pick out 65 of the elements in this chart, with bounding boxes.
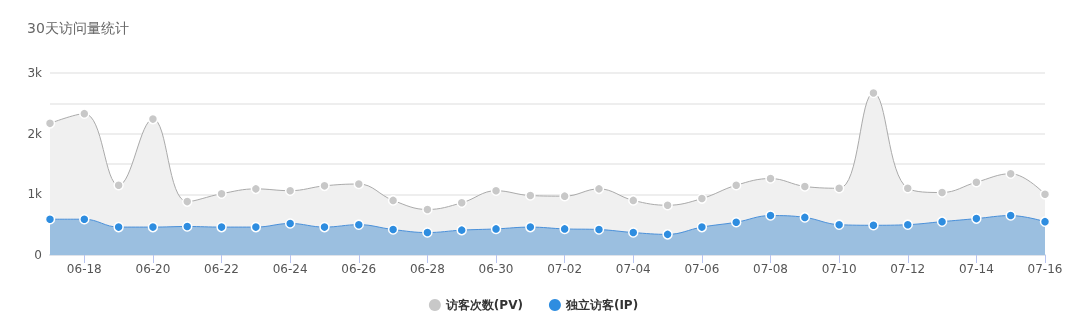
point bbox=[765, 173, 776, 184]
point bbox=[868, 220, 879, 231]
point bbox=[79, 108, 90, 119]
point bbox=[319, 221, 330, 233]
point bbox=[456, 224, 467, 236]
x-tick-label: 07-06 bbox=[684, 262, 720, 276]
point bbox=[833, 183, 845, 194]
legend-label: 独立访客(IP) bbox=[564, 298, 639, 312]
x-tick-label: 07-12 bbox=[890, 262, 926, 276]
point bbox=[525, 190, 536, 201]
point bbox=[387, 195, 399, 206]
y-tick-label: 0 bbox=[34, 248, 42, 262]
point bbox=[490, 223, 502, 235]
point bbox=[79, 213, 90, 225]
x-tick-label: 07-02 bbox=[547, 262, 583, 276]
point bbox=[113, 221, 124, 233]
y-tick-label: 1k bbox=[27, 187, 43, 202]
point bbox=[902, 219, 914, 230]
point bbox=[147, 221, 159, 233]
point bbox=[422, 204, 433, 215]
point bbox=[1005, 210, 1016, 221]
point bbox=[936, 187, 948, 198]
point bbox=[902, 183, 914, 194]
point bbox=[765, 210, 776, 221]
point bbox=[799, 212, 811, 223]
point bbox=[250, 221, 262, 233]
point bbox=[44, 213, 56, 225]
point bbox=[696, 221, 708, 233]
point bbox=[284, 218, 296, 229]
x-tick-label: 07-14 bbox=[958, 262, 994, 276]
x-tick-label: 06-20 bbox=[135, 262, 171, 276]
y-tick-label: 2k bbox=[27, 126, 43, 141]
point bbox=[971, 213, 982, 224]
x-tick-label: 07-04 bbox=[615, 262, 651, 276]
point bbox=[662, 200, 673, 211]
point bbox=[730, 216, 742, 228]
legend-label: 访客次数(PV) bbox=[444, 298, 523, 312]
x-tick-label: 07-10 bbox=[821, 262, 857, 276]
y-tick-label: 3k bbox=[27, 66, 43, 80]
x-tick-label: 07-08 bbox=[753, 262, 788, 276]
point bbox=[182, 221, 193, 232]
x-tick-label: 06-18 bbox=[66, 262, 102, 276]
x-tick-label: 07-16 bbox=[1027, 262, 1063, 276]
x-tick-label: 06-24 bbox=[272, 262, 308, 276]
point bbox=[799, 181, 811, 192]
point bbox=[353, 219, 365, 230]
x-tick-label: 06-28 bbox=[409, 262, 445, 276]
point bbox=[696, 193, 708, 204]
point bbox=[525, 221, 536, 233]
x-tick-label: 06-26 bbox=[341, 262, 377, 276]
point bbox=[936, 216, 948, 227]
point bbox=[216, 221, 227, 233]
point bbox=[182, 196, 193, 207]
chart-title: 30天访问量统计 bbox=[27, 20, 129, 36]
point bbox=[662, 229, 673, 240]
point bbox=[387, 224, 399, 235]
point bbox=[559, 223, 570, 235]
x-tick-label: 06-22 bbox=[204, 262, 239, 276]
point bbox=[422, 227, 433, 238]
point bbox=[628, 195, 639, 206]
point bbox=[1039, 216, 1051, 227]
point bbox=[593, 224, 605, 235]
point bbox=[628, 227, 639, 238]
point bbox=[833, 219, 845, 230]
x-tick-label: 06-30 bbox=[478, 262, 514, 276]
